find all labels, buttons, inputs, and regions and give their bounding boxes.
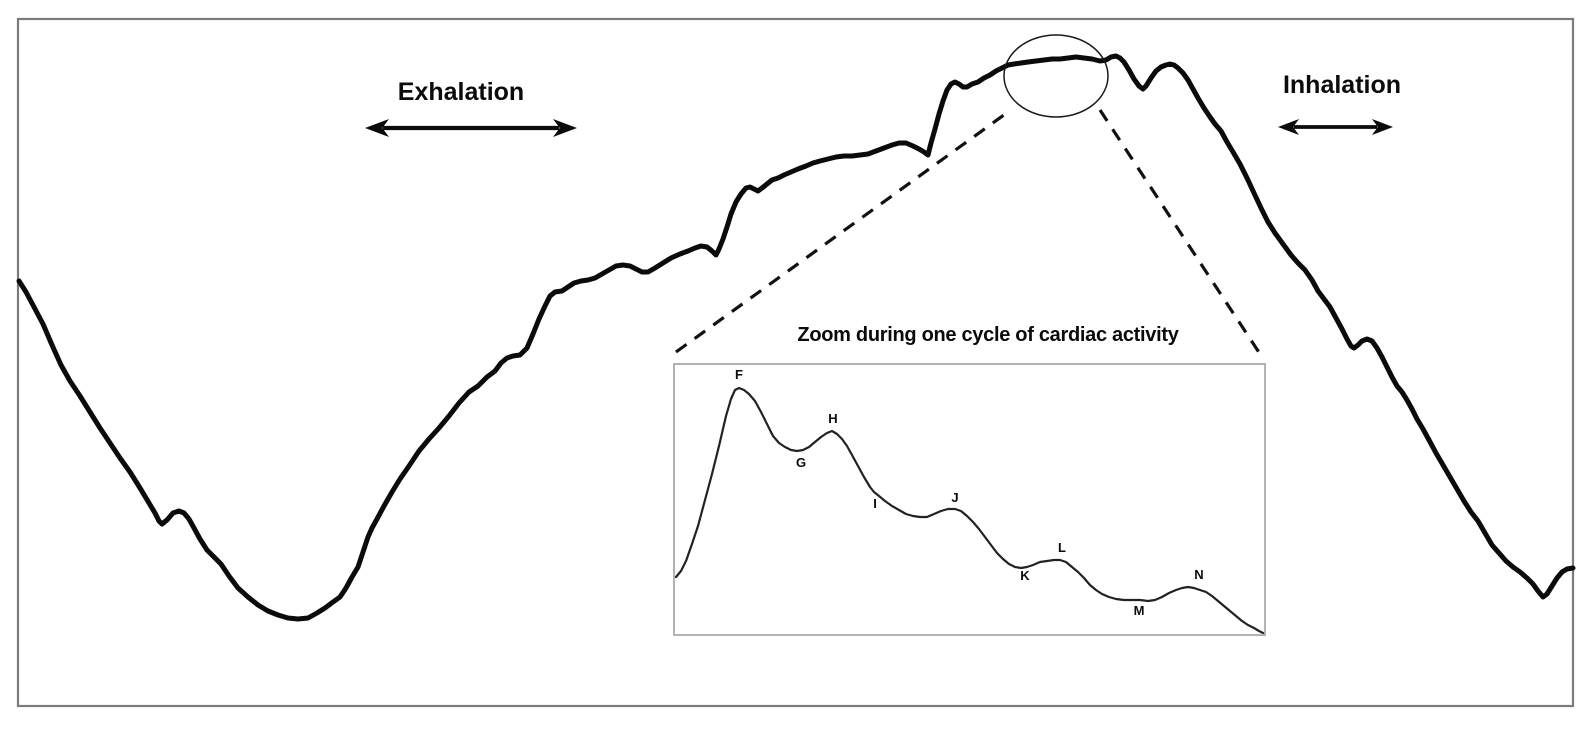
inset-point-label-n: N	[1194, 567, 1203, 582]
respiration-waveform	[16, 53, 1576, 622]
inhalation-arrow-head-right	[1372, 119, 1393, 135]
inhalation-arrow-head-left	[1278, 119, 1299, 135]
inset-point-label-f: F	[735, 367, 743, 382]
inset-box	[673, 363, 1266, 636]
inset-point-labels: F G H I J K L M N	[735, 367, 1204, 618]
cardiac-cycle-waveform	[674, 386, 1265, 635]
exhalation-arrow-head-left	[365, 119, 389, 137]
inset-point-label-i: I	[873, 496, 877, 511]
inset-point-label-l: L	[1058, 540, 1066, 555]
inset-point-label-g: G	[796, 455, 806, 470]
exhalation-label: Exhalation	[398, 78, 524, 106]
inhalation-label: Inhalation	[1283, 71, 1401, 99]
inset-point-label-j: J	[951, 490, 958, 505]
callout-dash-right	[1098, 109, 1264, 358]
inset-point-label-h: H	[828, 411, 837, 426]
callout-ellipse	[1003, 34, 1109, 118]
figure-border	[16, 17, 1575, 708]
inhalation-arrow	[1278, 119, 1393, 135]
inset-title: Zoom during one cycle of cardiac activit…	[797, 324, 1179, 346]
exhalation-arrow	[365, 119, 577, 137]
inset-point-label-m: M	[1134, 603, 1145, 618]
exhalation-arrow-head-right	[553, 119, 577, 137]
inset-point-label-k: K	[1020, 568, 1030, 583]
